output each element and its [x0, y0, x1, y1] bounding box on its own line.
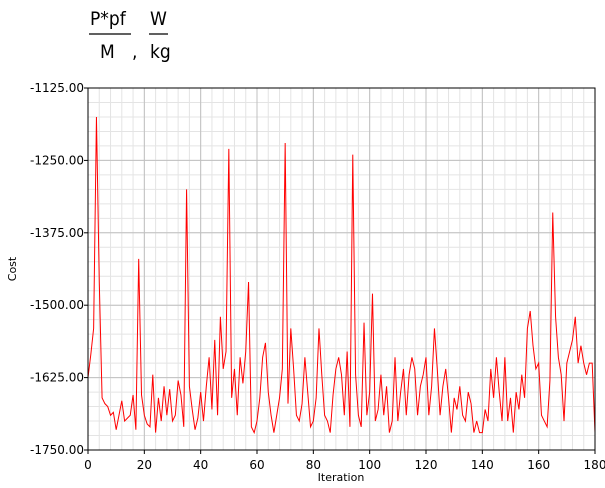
y-tick-label: -1500.00: [30, 298, 84, 312]
plot-area: [88, 88, 595, 450]
formula-denominator-right: kg: [150, 41, 171, 63]
x-tick-label: 140: [471, 458, 494, 472]
y-axis-ticks: -1750.00 -1625.00 -1500.00 -1375.00 -1250.00…: [30, 81, 88, 457]
y-tick-label: -1125.00: [30, 81, 84, 95]
x-tick-label: 180: [584, 458, 605, 472]
y-tick-label: -1375.00: [30, 226, 84, 240]
formula-denominator-left: M: [100, 41, 115, 63]
y-tick-label: -1250.00: [30, 153, 84, 167]
y-axis-title: Cost: [6, 256, 19, 281]
formula-separator: ,: [132, 41, 137, 63]
x-tick-label: 120: [415, 458, 438, 472]
x-axis-title: Iteration: [318, 471, 365, 484]
x-tick-label: 100: [358, 458, 381, 472]
cost-series-line: [87, 116, 596, 435]
plot-frame: [87, 87, 596, 451]
x-tick-label: 160: [527, 458, 550, 472]
y-tick-label: -1750.00: [30, 443, 84, 457]
x-tick-label: 20: [137, 458, 152, 472]
x-tick-label: 0: [84, 458, 92, 472]
major-grid: [88, 88, 595, 450]
x-tick-label: 40: [193, 458, 208, 472]
formula-header: P*pf M , W kg: [89, 8, 171, 63]
formula-numerator-left: P*pf: [90, 8, 127, 30]
x-tick-label: 80: [306, 458, 321, 472]
formula-numerator-right: W: [150, 8, 167, 30]
x-axis-ticks: 0 20 40 60 80 100 120 140 160 180: [84, 450, 605, 472]
y-tick-label: -1625.00: [30, 371, 84, 385]
x-tick-label: 60: [249, 458, 264, 472]
